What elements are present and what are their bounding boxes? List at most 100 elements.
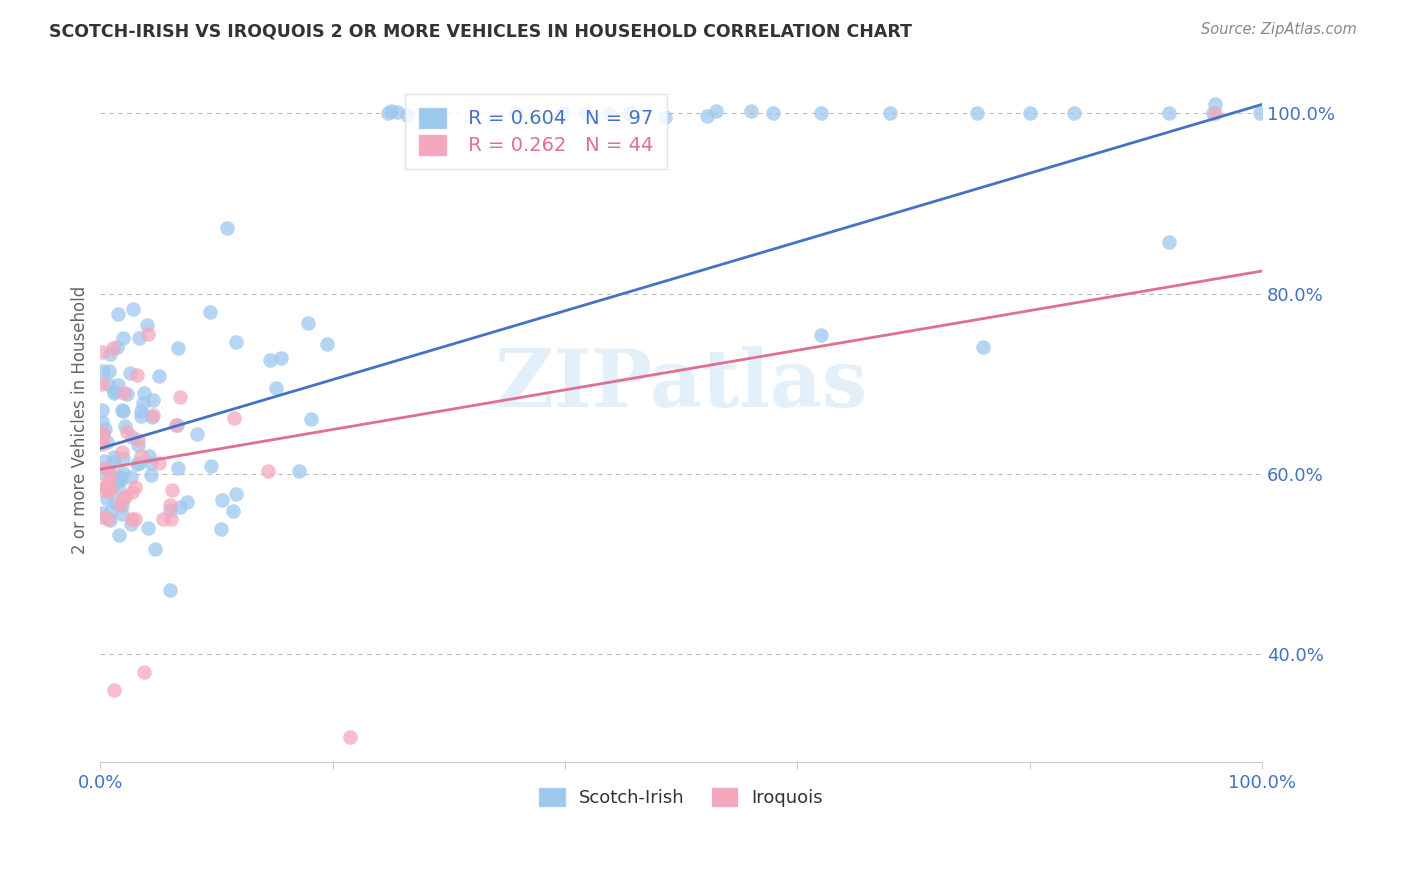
Point <box>128 330 150 344</box>
Point <box>222 504 245 518</box>
Point <box>259 352 281 367</box>
Point <box>551 106 574 120</box>
Point <box>125 368 148 382</box>
Point <box>111 402 134 417</box>
Point <box>1157 106 1180 120</box>
Point <box>152 511 174 525</box>
Point <box>107 482 129 496</box>
Point <box>90 345 112 359</box>
Point <box>129 404 152 418</box>
Point <box>110 473 132 487</box>
Point <box>1157 235 1180 249</box>
Point <box>93 453 115 467</box>
Point <box>159 503 181 517</box>
Point <box>198 304 221 318</box>
Point <box>385 105 408 120</box>
Point <box>169 390 191 404</box>
Point <box>104 496 127 510</box>
Point <box>209 522 232 536</box>
Point <box>103 682 125 697</box>
Point <box>575 106 598 120</box>
Y-axis label: 2 or more Vehicles in Household: 2 or more Vehicles in Household <box>72 285 89 554</box>
Point <box>165 418 187 433</box>
Point <box>124 480 146 494</box>
Point <box>97 376 120 391</box>
Point <box>129 449 152 463</box>
Point <box>108 498 131 512</box>
Point <box>96 491 118 506</box>
Point <box>105 340 128 354</box>
Point <box>103 455 125 469</box>
Point <box>121 511 143 525</box>
Text: ZIPatlas: ZIPatlas <box>495 346 868 425</box>
Point <box>120 470 142 484</box>
Point <box>120 517 142 532</box>
Point <box>108 528 131 542</box>
Point <box>101 479 124 493</box>
Point <box>90 506 112 520</box>
Point <box>810 328 832 343</box>
Point <box>176 495 198 509</box>
Point <box>111 450 134 465</box>
Point <box>167 461 190 475</box>
Point <box>124 511 146 525</box>
Point <box>288 464 311 478</box>
Point <box>112 466 135 480</box>
Point <box>200 458 222 473</box>
Point <box>1202 106 1225 120</box>
Point <box>132 396 155 410</box>
Point <box>1249 106 1271 120</box>
Point <box>211 493 233 508</box>
Point <box>704 103 727 118</box>
Point <box>112 386 135 401</box>
Point <box>225 487 247 501</box>
Point <box>377 106 399 120</box>
Text: SCOTCH-IRISH VS IROQUOIS 2 OR MORE VEHICLES IN HOUSEHOLD CORRELATION CHART: SCOTCH-IRISH VS IROQUOIS 2 OR MORE VEHIC… <box>49 22 912 40</box>
Point <box>169 500 191 514</box>
Point <box>90 437 112 451</box>
Point <box>122 302 145 317</box>
Point <box>111 444 134 458</box>
Point <box>91 466 114 480</box>
Point <box>148 456 170 470</box>
Point <box>257 464 280 478</box>
Text: Source: ZipAtlas.com: Source: ZipAtlas.com <box>1201 22 1357 37</box>
Point <box>101 341 124 355</box>
Point <box>107 471 129 485</box>
Point <box>1018 106 1040 120</box>
Point <box>120 366 142 380</box>
Point <box>1063 106 1085 120</box>
Point <box>972 340 994 354</box>
Point <box>136 318 159 332</box>
Point <box>162 483 184 498</box>
Point <box>315 337 337 351</box>
Point <box>91 427 114 442</box>
Point <box>111 331 134 345</box>
Point <box>103 386 125 401</box>
Point <box>100 504 122 518</box>
Point <box>103 450 125 464</box>
Point <box>125 458 148 472</box>
Point <box>166 418 188 433</box>
Point <box>111 507 134 521</box>
Point <box>740 103 762 118</box>
Point <box>93 421 115 435</box>
Point <box>91 402 114 417</box>
Point <box>91 364 114 378</box>
Point <box>103 384 125 398</box>
Point <box>617 106 640 120</box>
Point <box>141 409 163 424</box>
Point <box>91 426 114 441</box>
Point <box>159 498 181 512</box>
Point <box>879 106 901 120</box>
Point <box>114 490 136 504</box>
Point <box>115 425 138 439</box>
Point <box>810 106 832 120</box>
Point <box>91 483 114 497</box>
Point <box>98 483 121 498</box>
Point <box>270 351 292 365</box>
Point <box>98 466 121 480</box>
Point <box>98 480 121 494</box>
Point <box>1204 106 1226 120</box>
Point <box>121 485 143 500</box>
